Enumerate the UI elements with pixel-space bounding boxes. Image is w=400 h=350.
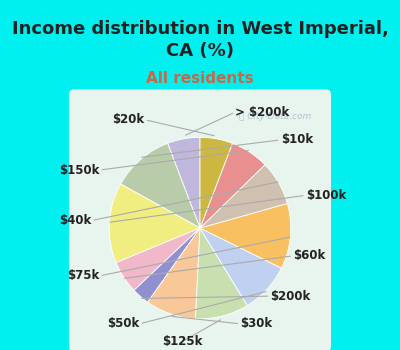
Text: $75k: $75k — [67, 270, 99, 282]
Polygon shape — [168, 137, 200, 228]
Polygon shape — [196, 228, 247, 319]
Text: $100k: $100k — [306, 189, 346, 202]
Text: All residents: All residents — [146, 71, 254, 86]
Text: Ⓜ City-Data.com: Ⓜ City-Data.com — [240, 112, 312, 121]
Text: $40k: $40k — [59, 214, 92, 227]
Polygon shape — [200, 137, 232, 228]
Polygon shape — [121, 144, 200, 228]
Polygon shape — [148, 228, 200, 318]
Text: $20k: $20k — [112, 113, 144, 126]
Polygon shape — [200, 144, 265, 228]
Polygon shape — [109, 184, 200, 262]
Text: > $200k: > $200k — [235, 106, 290, 119]
Text: $10k: $10k — [281, 133, 313, 146]
Text: Income distribution in West Imperial,
CA (%): Income distribution in West Imperial, CA… — [12, 20, 388, 60]
Polygon shape — [200, 165, 287, 228]
Text: $60k: $60k — [293, 249, 326, 262]
Polygon shape — [200, 203, 291, 268]
Polygon shape — [200, 228, 282, 306]
Text: $150k: $150k — [59, 163, 99, 177]
Text: $200k: $200k — [270, 289, 311, 303]
Polygon shape — [134, 228, 200, 302]
Text: $30k: $30k — [240, 317, 272, 330]
Text: $50k: $50k — [107, 317, 140, 330]
Polygon shape — [116, 228, 200, 290]
Text: $125k: $125k — [162, 335, 202, 348]
FancyBboxPatch shape — [69, 90, 331, 350]
